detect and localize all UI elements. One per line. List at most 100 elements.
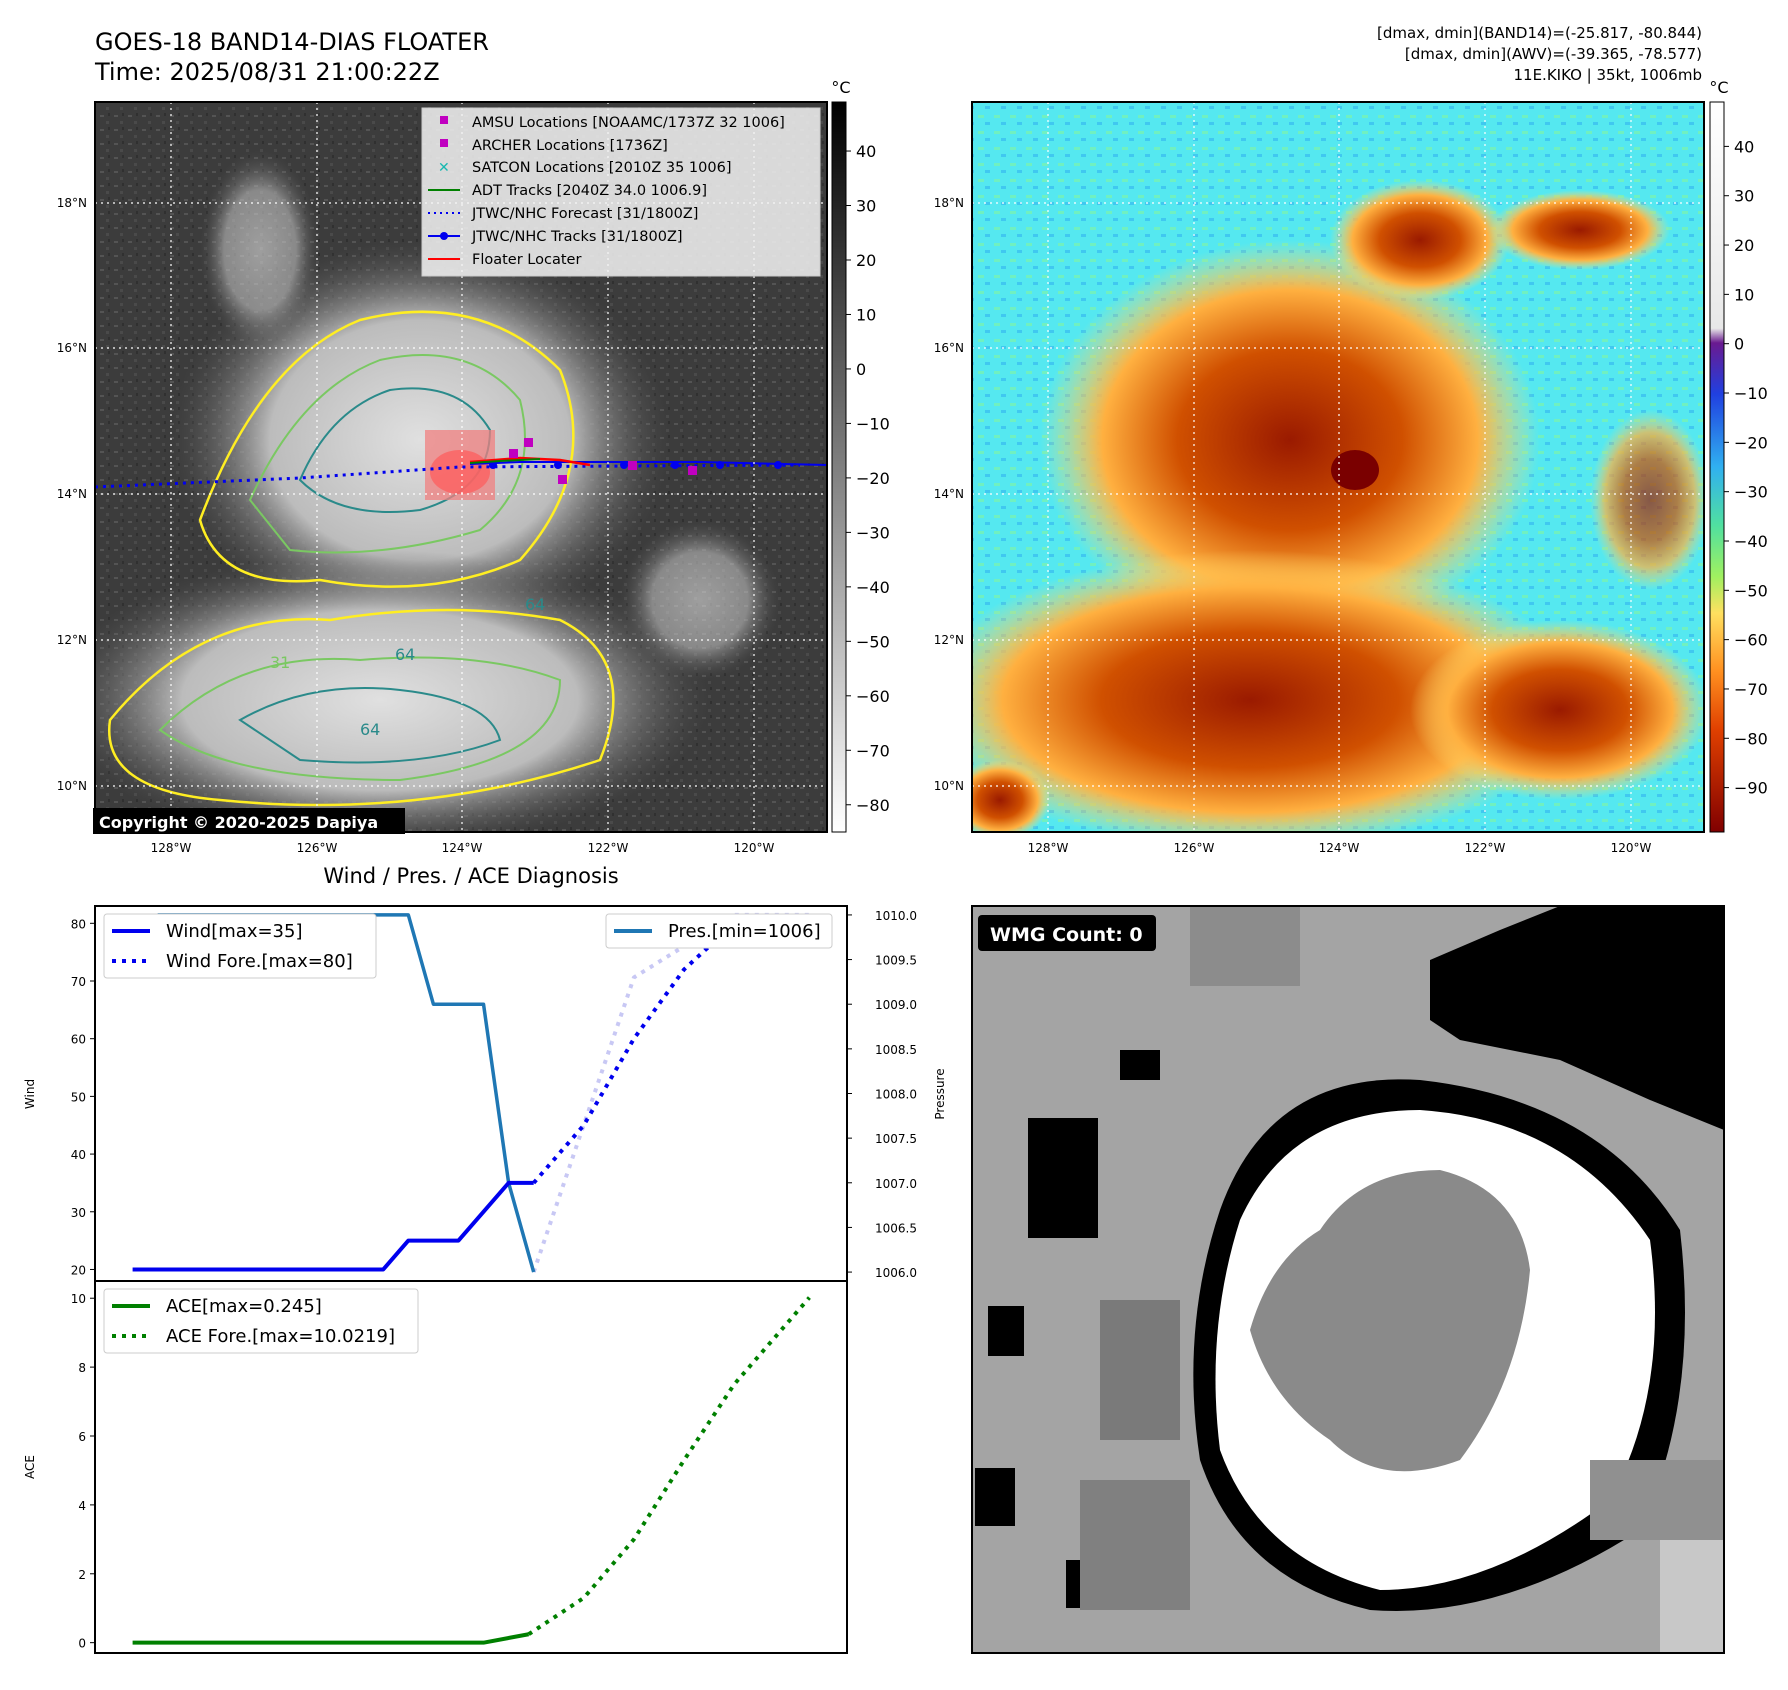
lat-label: 10°N xyxy=(934,779,964,793)
wind-tick-label: 30 xyxy=(71,1206,86,1220)
pressure-tick-label: 1008.0 xyxy=(875,1088,917,1102)
ace-tick-label: 4 xyxy=(78,1499,86,1513)
contour-label: 31 xyxy=(270,653,290,672)
lat-label: 12°N xyxy=(57,633,87,647)
svg-text:✕: ✕ xyxy=(438,160,450,176)
legend-amsu: AMSU Locations [NOAAMC/1737Z 32 1006] xyxy=(472,115,785,131)
lat-label: 12°N xyxy=(934,633,964,647)
wind-legend: Wind[max=35] Wind Fore.[max=80] xyxy=(103,913,377,979)
colorbar-tick-label: −90 xyxy=(1734,779,1768,798)
lon-label: 126°W xyxy=(1174,841,1215,855)
wind-tick-label: 60 xyxy=(71,1033,86,1047)
colorbar-tick-label: 40 xyxy=(1734,137,1754,156)
colorbar-tick-label: −70 xyxy=(856,741,890,760)
colorbar-tick-label: −40 xyxy=(856,578,890,597)
colorbar-tick-label: 10 xyxy=(856,305,876,324)
ace-tick-label: 0 xyxy=(78,1637,86,1651)
ace-tick-label: 10 xyxy=(71,1292,86,1306)
figure-time: Time: 2025/08/31 21:00:22Z xyxy=(94,58,440,86)
colorbar-tick-label: 20 xyxy=(856,251,876,270)
wind-tick-label: 50 xyxy=(71,1090,86,1104)
ir-map-lon-labels: 128°W 126°W 124°W 122°W 120°W xyxy=(151,841,775,855)
colorbar-tick-label: −60 xyxy=(1734,631,1768,650)
color-map-lon-labels: 128°W 126°W 124°W 122°W 120°W xyxy=(1028,841,1652,855)
legend-wind: Wind[max=35] xyxy=(166,921,303,942)
wind-line xyxy=(132,1180,534,1272)
colorbar-tick-label: −20 xyxy=(856,469,890,488)
colorbar-tick-label: −50 xyxy=(856,632,890,651)
color-map xyxy=(971,101,1705,833)
wind-axis-ticks: 80 70 60 50 40 30 20 xyxy=(71,917,95,1277)
colorbar-ticks: 40 30 20 10 0 −10 −20 −30 −40 −50 −60 −70 −80 xyxy=(846,142,890,815)
colorbar-unit: °C xyxy=(1709,78,1728,97)
colorbar-tick-label: −20 xyxy=(1734,433,1768,452)
color-map-lat-labels: 18°N 16°N 14°N 12°N 10°N xyxy=(934,196,964,793)
colorbar-tick-label: −70 xyxy=(1734,680,1768,699)
lat-label: 14°N xyxy=(57,487,87,501)
ace-legend: ACE[max=0.245] ACE Fore.[max=10.0219] xyxy=(103,1288,419,1354)
wind-tick-label: 70 xyxy=(71,975,86,989)
colorbar-tick-label: 0 xyxy=(1734,335,1744,354)
wind-tick-label: 80 xyxy=(71,917,86,931)
legend-ace-forecast: ACE Fore.[max=10.0219] xyxy=(166,1326,395,1347)
colorbar-tick-label: −60 xyxy=(856,687,890,706)
legend-jtwc-tracks: JTWC/NHC Tracks [31/1800Z] xyxy=(471,229,683,245)
lon-label: 120°W xyxy=(734,841,775,855)
colorbar-tick-label: −10 xyxy=(1734,384,1768,403)
pressure-legend: Pres.[min=1006] xyxy=(605,913,833,949)
wind-ylabel: Wind xyxy=(23,1079,37,1109)
wmg-panel: WMG Count: 0 xyxy=(971,905,1725,1654)
wind-pressure-chart: Wind Pressure 80 70 60 50 40 30 20 1010.0 1009.… xyxy=(23,905,947,1282)
contour-label: 64 xyxy=(395,645,415,664)
wmg-count: WMG Count: 0 xyxy=(990,924,1143,946)
pressure-tick-label: 1006.0 xyxy=(875,1266,917,1280)
legend-wind-forecast: Wind Fore.[max=80] xyxy=(166,951,353,972)
pressure-tick-label: 1009.5 xyxy=(875,954,917,968)
lon-label: 128°W xyxy=(1028,841,1069,855)
ir-legend: AMSU Locations [NOAAMC/1737Z 32 1006] AR… xyxy=(421,107,821,277)
pressure-tick-label: 1008.5 xyxy=(875,1043,917,1057)
ace-tick-label: 6 xyxy=(78,1430,86,1444)
pressure-tick-label: 1007.5 xyxy=(875,1132,917,1146)
color-colorbar: °C 40 30 20 10 0 −10 −20 −30 −40 −50 −60 −70 −80 −90 xyxy=(1709,78,1768,833)
lon-label: 126°W xyxy=(297,841,338,855)
diagnosis-title: Wind / Pres. / ACE Diagnosis xyxy=(323,864,618,888)
ace-ylabel: ACE xyxy=(23,1455,37,1479)
copyright-label: Copyright © 2020-2025 Dapiya xyxy=(99,813,378,832)
colorbar-tick-label: 20 xyxy=(1734,236,1754,255)
lon-label: 122°W xyxy=(588,841,629,855)
colorbar-tick-label: −10 xyxy=(856,414,890,433)
legend-adt: ADT Tracks [2040Z 34.0 1006.9] xyxy=(472,183,707,199)
lon-label: 124°W xyxy=(442,841,483,855)
colorbar-tick-label: −40 xyxy=(1734,532,1768,551)
pressure-ylabel: Pressure xyxy=(933,1068,947,1119)
ir-map: 64 64 64 31 AMSU Locations [NOAAMC/1737Z… xyxy=(93,101,828,834)
colorbar-tick-label: −80 xyxy=(856,796,890,815)
contour-label: 64 xyxy=(360,720,380,739)
lat-label: 10°N xyxy=(57,779,87,793)
lat-label: 18°N xyxy=(57,196,87,210)
lat-label: 18°N xyxy=(934,196,964,210)
lat-label: 16°N xyxy=(934,341,964,355)
legend-jtwc-forecast: JTWC/NHC Forecast [31/1800Z] xyxy=(471,206,698,222)
colorbar-tick-label: 30 xyxy=(1734,187,1754,206)
contour-label: 64 xyxy=(525,595,545,614)
legend-pressure: Pres.[min=1006] xyxy=(668,921,821,942)
stat-line-1: [dmax, dmin](BAND14)=(-25.817, -80.844) xyxy=(1377,24,1702,42)
pressure-tick-label: 1006.5 xyxy=(875,1221,917,1235)
ace-forecast-line xyxy=(527,1296,811,1636)
ace-line xyxy=(132,1632,530,1645)
colorbar-tick-label: −30 xyxy=(856,523,890,542)
ace-series xyxy=(132,1296,811,1645)
ace-chart: ACE 10 8 6 4 2 0 ACE[max=0.245] ACE Fore.[max… xyxy=(23,1280,848,1654)
legend-archer: ARCHER Locations [1736Z] xyxy=(472,138,668,154)
legend-satcon: SATCON Locations [2010Z 35 1006] xyxy=(472,160,731,176)
stat-line-3: 11E.KIKO | 35kt, 1006mb xyxy=(1513,66,1702,84)
lat-label: 14°N xyxy=(934,487,964,501)
colorbar-tick-label: 0 xyxy=(856,360,866,379)
colorbar-tick-label: −50 xyxy=(1734,581,1768,600)
stat-line-2: [dmax, dmin](AWV)=(-39.365, -78.577) xyxy=(1405,45,1702,63)
colorbar-tick-label: 10 xyxy=(1734,285,1754,304)
ir-colorbar: °C 40 30 20 10 0 −10 −20 −30 −40 −50 −60 −70 −80 xyxy=(831,78,890,833)
